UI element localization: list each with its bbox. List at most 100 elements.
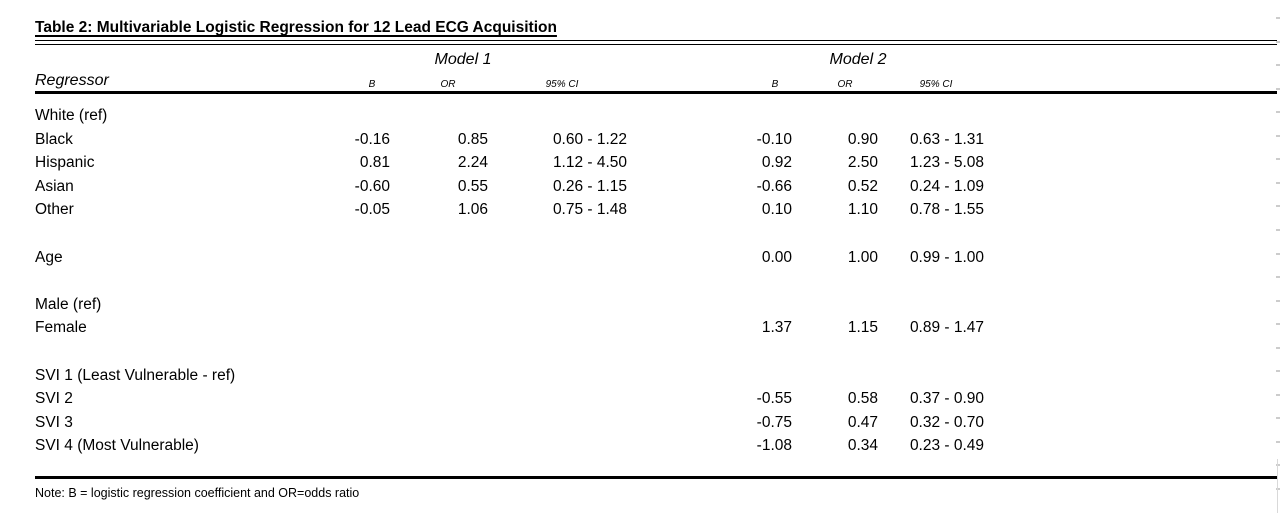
table-row: SVI 3 -0.75 0.47 0.32 - 0.70 (35, 411, 1277, 435)
gridline-tick (1276, 299, 1280, 302)
gridline-tick (1276, 40, 1280, 43)
gridline-tick (1276, 64, 1280, 67)
model2-b-value (692, 340, 792, 364)
model2-ci-value (867, 364, 1027, 388)
model2-ci-value: 0.37 - 0.90 (909, 390, 985, 408)
gridline-tick (1276, 205, 1280, 208)
model1-or-value (388, 246, 488, 270)
table-row (35, 269, 1277, 293)
model2-or-value: 2.50 (847, 154, 878, 172)
model1-or-value (388, 364, 488, 388)
model2-b-value: 0.00 (761, 248, 792, 266)
model2-ci-value (867, 222, 1027, 246)
row-label: Male (ref) (35, 295, 102, 313)
model2-ci-value: 0.89 - 1.47 (909, 319, 985, 337)
model2-or-value: 0.47 (847, 413, 878, 431)
model1-ci-value (510, 104, 670, 128)
model2-or-value: 0.58 (847, 390, 878, 408)
table-title: Table 2: Multivariable Logistic Regressi… (35, 19, 557, 36)
model1-ci-value (510, 387, 670, 411)
model1-b-value: -0.16 (354, 130, 390, 148)
row-label: SVI 1 (Least Vulnerable - ref) (35, 366, 236, 384)
table-bottom-rule (35, 476, 1277, 479)
model2-b-value: -0.75 (756, 413, 792, 431)
model1-b-value (290, 222, 390, 246)
gridline-tick (1276, 393, 1280, 396)
model2-b-value: -1.08 (756, 437, 792, 455)
model1-b-value (290, 269, 390, 293)
gridline-tick (1276, 181, 1280, 184)
model2-b-value: -0.55 (756, 390, 792, 408)
model2-ci-value: 0.23 - 0.49 (909, 437, 985, 455)
model1-b-value (290, 434, 390, 458)
model2-or-column-header: OR (837, 79, 853, 90)
gridline-tick (1276, 417, 1280, 420)
model2-or-value: 1.10 (847, 201, 878, 219)
model2-ci-value (867, 104, 1027, 128)
table-row: White (ref) (35, 104, 1277, 128)
model2-b-value (692, 222, 792, 246)
model2-b-value (692, 364, 792, 388)
gridline-tick (1276, 134, 1280, 137)
row-label: Asian (35, 177, 74, 195)
model2-ci-column-header: 95% CI (919, 79, 953, 90)
table-row: Age 0.00 1.00 0.99 - 1.00 (35, 246, 1277, 270)
spreadsheet-edge-gridline (1277, 459, 1278, 513)
model1-ci-value (510, 316, 670, 340)
gridline-tick (1276, 158, 1280, 161)
model1-ci-column-header: 95% CI (545, 79, 579, 90)
model2-or-value: 0.34 (847, 437, 878, 455)
model2-or-value: 0.90 (847, 130, 878, 148)
model1-or-value (388, 222, 488, 246)
model2-ci-value (867, 293, 1027, 317)
gridline-tick (1276, 276, 1280, 279)
gridline-tick (1276, 17, 1280, 19)
row-label: White (ref) (35, 107, 108, 124)
model1-or-value: 0.55 (457, 177, 488, 195)
row-label: Age (35, 248, 63, 266)
table-row (35, 222, 1277, 246)
table-row (35, 340, 1277, 364)
table-row: SVI 2 -0.55 0.58 0.37 - 0.90 (35, 387, 1277, 411)
model2-or-value (778, 222, 878, 246)
model1-b-value: 0.81 (359, 154, 390, 172)
model1-ci-value (510, 293, 670, 317)
header-rule (35, 91, 1277, 94)
model1-ci-value (510, 269, 670, 293)
model2-or-value (778, 364, 878, 388)
model1-b-value (290, 340, 390, 364)
model2-or-value (778, 104, 878, 128)
model1-ci-value: 1.12 - 4.50 (552, 154, 628, 172)
model2-header: Model 2 (829, 51, 887, 68)
model2-ci-value: 1.23 - 5.08 (909, 154, 985, 172)
model1-ci-value (510, 340, 670, 364)
table-row: Female 1.37 1.15 0.89 - 1.47 (35, 316, 1277, 340)
table-row: Asian -0.60 0.55 0.26 - 1.15 -0.66 0.52 … (35, 175, 1277, 199)
model2-ci-value (867, 340, 1027, 364)
gridline-tick (1276, 87, 1280, 90)
table-rows: White (ref) Black -0.16 0.85 0.60 - 1.22… (35, 104, 1277, 458)
model1-or-value (388, 340, 488, 364)
row-label: Black (35, 130, 73, 148)
model2-ci-value: 0.78 - 1.55 (909, 201, 985, 219)
model1-or-value: 1.06 (457, 201, 488, 219)
model2-ci-value: 0.99 - 1.00 (909, 248, 985, 266)
model1-ci-value (510, 246, 670, 270)
model1-or-value (388, 387, 488, 411)
model1-b-value (290, 316, 390, 340)
model1-b-value (290, 104, 390, 128)
gridline-tick (1276, 346, 1280, 349)
model1-or-value (388, 104, 488, 128)
model2-b-value: 0.92 (761, 154, 792, 172)
model1-or-value: 0.85 (457, 130, 488, 148)
model2-b-column-header: B (771, 79, 779, 90)
model1-ci-value (510, 364, 670, 388)
model2-b-value (692, 104, 792, 128)
model1-b-value (290, 293, 390, 317)
model2-or-value (778, 269, 878, 293)
model2-b-value: 1.37 (761, 319, 792, 337)
table-note: Note: B = logistic regression coefficien… (35, 486, 360, 500)
table-top-rule (35, 40, 1277, 45)
gridline-tick (1276, 228, 1280, 231)
